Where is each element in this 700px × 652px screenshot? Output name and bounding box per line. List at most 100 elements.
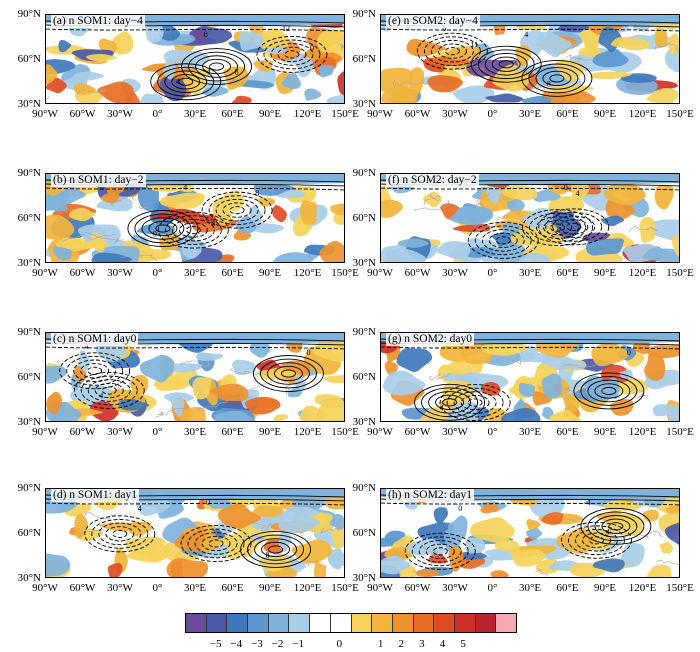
contour-label: 4 [524,30,528,39]
positive-contour [594,515,638,538]
positive-anomaly [665,504,679,514]
negative-anomaly [652,404,679,417]
positive-anomaly [556,527,599,554]
panel-b: 4 8 0 4 (b) n SOM1: day−2 90°N 60°N 30°N 90°W 60°… [18,167,359,279]
colorbar-swatch [413,614,435,632]
positive-contour [601,386,617,396]
colorbar-label: 2 [398,638,405,650]
negative-anomaly [620,73,658,83]
positive-anomaly [671,235,679,258]
negative-contour [423,36,481,67]
negative-anomaly [525,526,544,540]
height-contours [46,20,344,101]
negative-contour [277,46,307,63]
lon-tick-label: 90°E [593,267,617,279]
negative-contour [550,223,565,232]
negative-anomaly [202,86,231,97]
negative-contour [229,206,245,215]
positive-contour [498,60,514,69]
coastlines [414,191,659,237]
map-frame: 4 0 4 [380,488,680,578]
positive-contour [178,77,194,86]
negative-anomaly [465,537,487,554]
contour-label: 8 [235,68,239,77]
colorbar-swatch [248,614,269,632]
anomaly-shading [381,489,679,577]
negative-anomaly [162,58,177,80]
negative-contour [157,211,229,249]
lat-tick-label: 30°N [17,257,41,269]
negative-contour [522,209,593,247]
positive-anomaly [319,240,344,262]
negative-anomaly [326,94,344,103]
zonal-contour [46,502,344,506]
positive-anomaly [578,47,603,58]
negative-contour [59,352,131,390]
positive-anomaly [501,185,538,201]
contour-label: 12 [282,24,290,33]
negative-anomaly [170,392,186,418]
positive-contour [254,538,298,561]
panel-title: (b) n SOM1: day−2 [51,174,146,187]
lon-tick-label: 150°E [666,267,694,279]
positive-contour [281,369,296,378]
lon-tick-label: 60°W [404,426,431,438]
negative-contour [425,543,455,559]
map-c: 4 0 4 [46,333,344,421]
negative-anomaly [328,551,344,568]
positive-anomaly [192,377,212,400]
colorbar-label: −5 [209,638,222,650]
lon-tick-label: 60°W [69,582,96,594]
colorbar-swatch [372,614,393,632]
positive-anomaly [470,517,517,543]
positive-contour [549,74,565,83]
lon-tick-label: 60°W [69,426,96,438]
positive-contour [428,391,472,414]
contour-label: 8 [255,189,259,198]
negative-anomaly [251,222,285,234]
negative-anomaly [407,538,446,556]
map-e: 0 4 8 11 [381,15,679,103]
positive-anomaly [330,203,344,216]
lon-tick-label: 90°W [32,267,58,279]
negative-anomaly [447,515,468,541]
negative-contour [495,236,511,245]
lon-tick-label: 0° [152,108,163,120]
colorbar-label: −3 [251,638,263,650]
lat-tick-label: 60°N [352,371,376,383]
panel-d: 0 4 8 (d) n SOM1: day1 90°N 60°N 30°N 90°W 60°W 3… [18,482,359,594]
positive-anomaly [381,199,404,218]
negative-anomaly [449,205,494,226]
lon-tick-label: 60°E [556,582,579,594]
lon-tick-label: 60°E [221,426,244,438]
positive-anomaly [299,405,329,421]
negative-contour [432,547,448,556]
negative-contour [91,519,149,549]
positive-anomaly [423,191,442,208]
negative-contour [460,394,490,411]
positive-anomaly [526,519,541,530]
positive-anomaly [381,67,415,92]
lon-tick-label: 90°E [258,582,282,594]
colorbar-label: 1 [377,638,384,650]
negative-anomaly [485,182,502,205]
contour-label: 0 [310,43,314,52]
positive-anomaly [337,71,344,96]
positive-anomaly [646,88,679,103]
negative-anomaly [46,198,69,212]
negative-anomaly [159,24,181,41]
panel-title: (d) n SOM1: day1 [51,489,140,502]
negative-contour [536,216,579,239]
lon-tick-label: 30°W [442,582,468,594]
coastlines [60,195,204,262]
positive-contour [587,511,645,542]
lon-tick-label: 120°E [293,108,322,120]
panel-f: 0 4 (f) n SOM2: day−2 90°N 60°N 30°N 90°W 60°W 3… [353,167,694,279]
lon-tick-label: 30°W [107,582,133,594]
lon-tick-label: 30°E [183,426,207,438]
positive-anomaly [603,182,648,205]
zonal-contour [46,346,344,350]
positive-contour [470,45,542,83]
negative-anomaly [433,507,449,525]
negative-anomaly [501,407,542,421]
